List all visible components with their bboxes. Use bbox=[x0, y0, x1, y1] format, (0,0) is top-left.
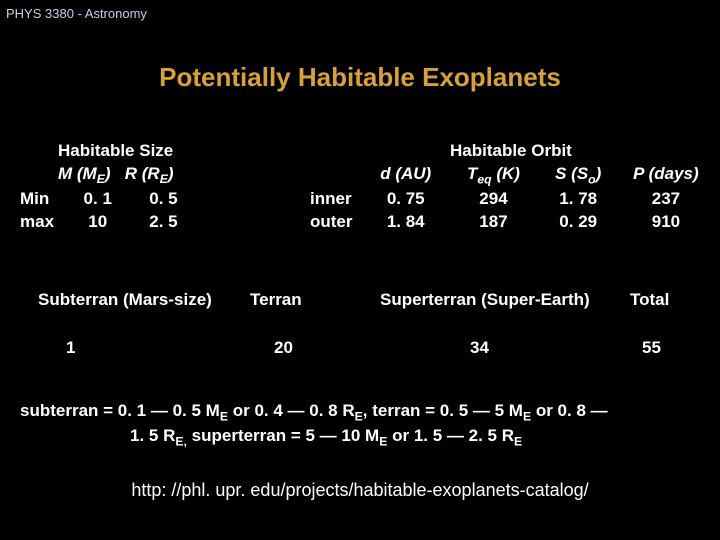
orbit-row-label: outer bbox=[310, 211, 360, 234]
orbit-col-s: S (So) bbox=[540, 163, 616, 188]
orbit-cell: 1. 78 bbox=[540, 188, 616, 211]
cat-value-terran: 20 bbox=[240, 338, 360, 358]
orbit-heading: Habitable Orbit bbox=[310, 140, 711, 163]
source-url: http: //phl. upr. edu/projects/habitable… bbox=[0, 480, 720, 501]
category-labels-row: Subterran (Mars-size) Terran Superterran… bbox=[30, 290, 690, 310]
habitable-size-table: Habitable Size M (ME) R (RE) Min 0. 1 0.… bbox=[20, 140, 183, 234]
size-row-min: Min 0. 1 0. 5 bbox=[20, 188, 183, 211]
orbit-cell: 1. 84 bbox=[365, 211, 447, 234]
size-row-label: max bbox=[20, 211, 62, 234]
size-heading: Habitable Size bbox=[20, 140, 183, 163]
cat-value-superterran: 34 bbox=[360, 338, 610, 358]
orbit-cell: 294 bbox=[451, 188, 535, 211]
definitions-text: subterran = 0. 1 — 0. 5 ME or 0. 4 — 0. … bbox=[20, 400, 700, 450]
size-cell: 0. 5 bbox=[133, 188, 183, 211]
size-cell: 2. 5 bbox=[133, 211, 183, 234]
orbit-cell: 187 bbox=[451, 211, 535, 234]
page-title: Potentially Habitable Exoplanets bbox=[0, 62, 720, 93]
orbit-row-inner: inner 0. 75 294 1. 78 237 bbox=[310, 188, 711, 211]
defs-line-1: subterran = 0. 1 — 0. 5 ME or 0. 4 — 0. … bbox=[20, 400, 700, 425]
size-row-label: Min bbox=[20, 188, 62, 211]
cat-label-superterran: Superterran (Super-Earth) bbox=[360, 290, 610, 310]
category-values-row: 1 20 34 55 bbox=[30, 338, 690, 358]
orbit-cell: 237 bbox=[621, 188, 711, 211]
orbit-col-d: d (AU) bbox=[365, 163, 447, 186]
course-header: PHYS 3380 - Astronomy bbox=[6, 6, 147, 21]
orbit-cell: 910 bbox=[621, 211, 711, 234]
cat-label-terran: Terran bbox=[240, 290, 360, 310]
orbit-cell: 0. 75 bbox=[365, 188, 447, 211]
defs-line-2: 1. 5 RE, superterran = 5 — 10 ME or 1. 5… bbox=[20, 425, 700, 450]
size-column-headers: M (ME) R (RE) bbox=[20, 163, 183, 188]
orbit-cell: 0. 29 bbox=[540, 211, 616, 234]
orbit-row-label: inner bbox=[310, 188, 360, 211]
cat-label-total: Total bbox=[610, 290, 690, 310]
size-col-m: M (ME) bbox=[58, 163, 111, 188]
orbit-column-headers: d (AU) Teq (K) S (So) P (days) bbox=[310, 163, 711, 188]
cat-value-total: 55 bbox=[610, 338, 690, 358]
size-cell: 0. 1 bbox=[67, 188, 129, 211]
cat-label-subterran: Subterran (Mars-size) bbox=[30, 290, 240, 310]
size-col-r: R (RE) bbox=[125, 163, 174, 188]
orbit-col-p: P (days) bbox=[621, 163, 711, 186]
cat-value-subterran: 1 bbox=[30, 338, 240, 358]
size-cell: 10 bbox=[67, 211, 129, 234]
category-counts-table: Subterran (Mars-size) Terran Superterran… bbox=[30, 290, 690, 358]
habitable-orbit-table: Habitable Orbit d (AU) Teq (K) S (So) P … bbox=[310, 140, 711, 234]
orbit-col-teq: Teq (K) bbox=[451, 163, 535, 188]
orbit-row-outer: outer 1. 84 187 0. 29 910 bbox=[310, 211, 711, 234]
size-row-max: max 10 2. 5 bbox=[20, 211, 183, 234]
